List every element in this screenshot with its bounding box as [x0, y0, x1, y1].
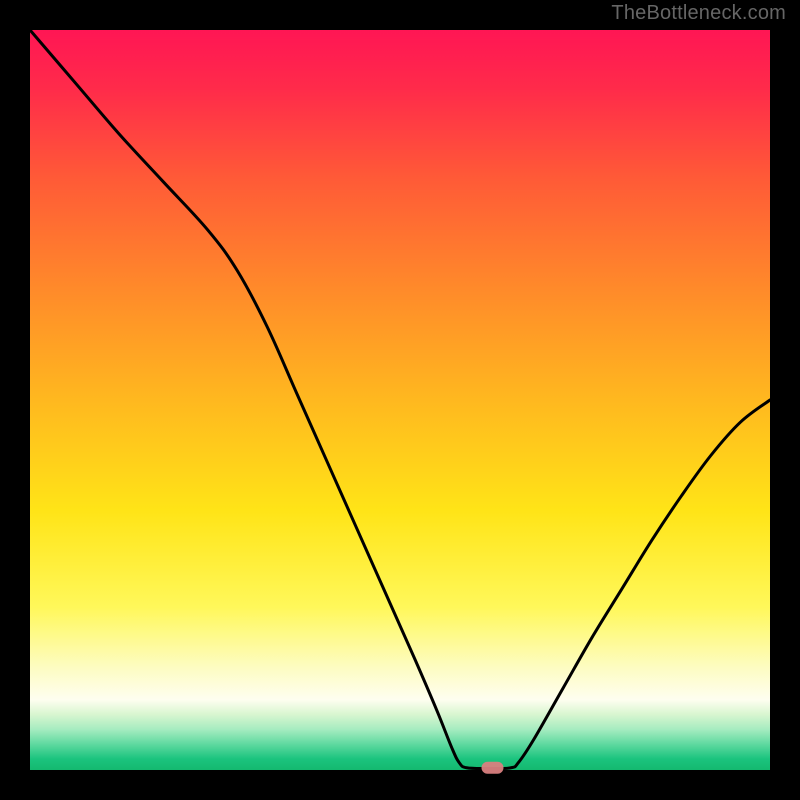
watermark-text: TheBottleneck.com: [611, 2, 786, 25]
plot-background-gradient: [30, 30, 770, 770]
chart-container: TheBottleneck.com: [0, 0, 800, 800]
optimal-marker: [482, 762, 504, 774]
bottleneck-curve-chart: [0, 0, 800, 800]
